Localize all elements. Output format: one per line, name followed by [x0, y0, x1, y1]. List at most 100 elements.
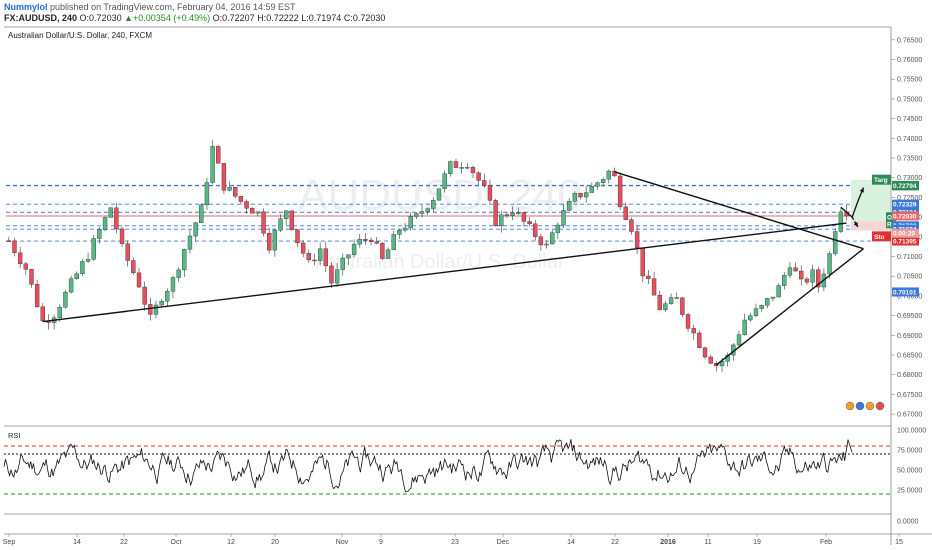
candle [295, 229, 300, 244]
time-tick-label: Nov [336, 539, 349, 546]
candle [442, 173, 447, 189]
symbol-label: FX:AUDUSD, 240 [4, 13, 78, 23]
candle [629, 219, 634, 232]
candle [97, 229, 102, 239]
target-tag-label: Targ [874, 177, 888, 184]
candle [102, 217, 108, 230]
candle [748, 315, 753, 321]
c-value: 0.72030 [352, 13, 386, 23]
arrow-head-icon [859, 187, 864, 193]
candle [153, 304, 159, 315]
candle [702, 347, 708, 358]
candle [142, 286, 147, 305]
entry-tag[interactable] [886, 212, 896, 229]
price-tick-label: 0.70000 [897, 293, 922, 300]
candle [612, 170, 617, 177]
candle [510, 212, 515, 216]
chart-title: Australian Dollar/U.S. Dollar, 240, FXCM [8, 31, 152, 40]
candle [419, 211, 425, 214]
candle [182, 249, 187, 271]
candle [216, 146, 221, 164]
candle [719, 361, 725, 367]
candle [810, 269, 815, 283]
candle [119, 228, 125, 244]
stop-tag[interactable] [872, 231, 891, 242]
candle [385, 249, 391, 259]
trendline[interactable] [715, 248, 864, 366]
candle [470, 166, 476, 174]
candle [414, 213, 419, 217]
author-name[interactable]: Nummylol [4, 2, 48, 12]
trendline[interactable] [614, 171, 864, 250]
price-tag-label: 0.72329 [893, 201, 917, 208]
time-tick-label: 15 [895, 539, 903, 546]
price-tick-label: 0.76000 [897, 57, 922, 64]
price-tick-label: 0.70500 [897, 274, 922, 281]
candle [708, 356, 713, 364]
candle [436, 188, 442, 201]
candle [283, 210, 289, 219]
news-icon[interactable] [875, 401, 885, 411]
time-tick-label: 12 [227, 539, 235, 546]
candle [425, 208, 430, 212]
candle [448, 161, 453, 174]
candle [199, 204, 204, 223]
news-icons[interactable] [845, 401, 885, 411]
candle [527, 221, 532, 225]
price-tag [892, 236, 919, 246]
c-label: C: [343, 13, 353, 23]
candle [476, 172, 481, 181]
price-tick-label: 0.75500 [897, 77, 922, 84]
candle [187, 235, 193, 250]
time-tick-label: 19 [753, 539, 761, 546]
candle [793, 267, 798, 272]
candle [651, 278, 657, 296]
news-icon[interactable] [855, 401, 865, 411]
price-tick-label: 0.68000 [897, 372, 922, 379]
candle [583, 192, 589, 198]
candle [623, 206, 628, 220]
candle [555, 224, 561, 233]
candle [363, 239, 368, 241]
candle [680, 297, 685, 315]
candle [29, 269, 34, 285]
price-tick-label: 0.74000 [897, 136, 922, 143]
price-tick-label: 0.69000 [897, 333, 922, 340]
price-tag-label: 0.72794 [893, 183, 917, 190]
l-value: 0.71974 [308, 13, 342, 23]
rsi-tick-label: 75.0000 [897, 448, 922, 455]
stop-zone[interactable] [851, 221, 890, 231]
publish-info: Nummylol published on TradingView.com, F… [4, 2, 296, 12]
trendline[interactable] [42, 222, 847, 323]
projection-arrow[interactable] [851, 216, 859, 228]
candle [657, 294, 662, 311]
candle [170, 277, 176, 292]
candle [346, 254, 351, 259]
price-change: +0.00354 (+0.49%) [133, 13, 211, 23]
l-label: L: [301, 13, 309, 23]
rsi-label: RSI [8, 431, 21, 440]
target-tag[interactable] [872, 174, 891, 185]
candle [165, 291, 170, 302]
price-tick-label: 0.74500 [897, 116, 922, 123]
candle [589, 186, 595, 193]
target-zone[interactable] [851, 179, 890, 222]
price-tick-label: 0.75000 [897, 96, 922, 103]
candle [504, 214, 510, 216]
time-tick-label: Sep [3, 539, 16, 546]
candle [374, 241, 379, 244]
candle [567, 201, 572, 211]
candle [250, 208, 255, 214]
candle [40, 306, 45, 322]
candle [787, 267, 793, 276]
candle [323, 248, 328, 267]
candle [804, 278, 810, 283]
candle [465, 166, 470, 169]
candle [278, 218, 283, 231]
news-icon[interactable] [865, 401, 875, 411]
projection-arrow[interactable] [840, 187, 865, 219]
candle [63, 291, 68, 308]
time-axis[interactable]: Sep 14 22 Oct 12 20 Nov 9 23 Dec 14 22 2016 11 19 Feb 15 [3, 534, 903, 546]
news-icon[interactable] [845, 401, 855, 411]
